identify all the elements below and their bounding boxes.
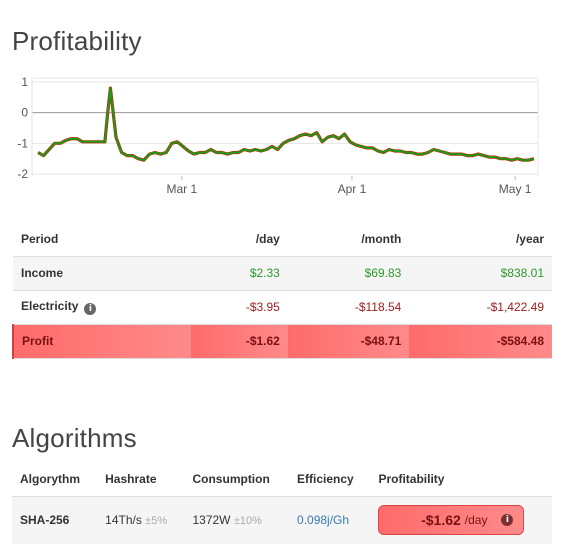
income-row: Income $2.33 $69.83 $838.01: [13, 256, 552, 291]
consumption-tolerance: ±10%: [233, 515, 262, 528]
electricity-year: -$1,422.49: [409, 290, 552, 325]
profit-day: -$1.62: [190, 324, 288, 359]
algorithms-title: Algorithms: [12, 423, 137, 453]
consumption-value: 1372W: [192, 513, 231, 528]
income-label: Income: [13, 256, 191, 291]
col-hashrate: Hashrate: [97, 462, 185, 497]
algorithm-row: SHA-256 14Th/s ±5% 1372W ±10% 0.098j/Gh …: [12, 496, 552, 544]
x-tick-label: Apr 1: [338, 182, 367, 196]
info-icon[interactable]: i: [84, 303, 97, 315]
info-icon[interactable]: i: [501, 514, 514, 527]
electricity-label-cell: Electricity i: [13, 290, 191, 325]
profit-row: Profit -$1.62 -$48.71 -$584.48: [12, 324, 552, 359]
efficiency-value: 0.098j/Gh: [289, 496, 371, 544]
series-line: [37, 87, 535, 162]
profitability-cell: -$1.62 /day i: [370, 496, 552, 544]
consumption-cell: 1372W ±10%: [184, 496, 290, 544]
hashrate-tolerance: ±5%: [145, 515, 168, 528]
electricity-month: -$118.54: [287, 290, 410, 325]
profit-month: -$48.71: [287, 324, 410, 359]
x-tick-label: May 1: [499, 182, 532, 196]
profitability-title: Profitability: [12, 26, 142, 56]
y-tick-label: 0: [21, 106, 28, 120]
income-day: $2.33: [190, 256, 288, 291]
profit-label: Profit: [12, 324, 191, 359]
hashrate-cell: 14Th/s ±5%: [97, 496, 185, 544]
electricity-row: Electricity i -$3.95 -$118.54 -$1,422.49: [13, 290, 552, 325]
x-tick-label: Mar 1: [166, 182, 197, 196]
y-tick-label: -2: [17, 167, 28, 181]
col-algorithm: Algorythm: [12, 462, 98, 497]
profitability-value: -$1.62: [421, 512, 461, 529]
electricity-label: Electricity: [21, 299, 79, 313]
col-profitability: Profitability: [370, 462, 552, 497]
profitability-table: Period /day /month /year Income $2.33 $6…: [12, 222, 552, 359]
col-period: Period: [13, 222, 191, 257]
hashrate-value: 14Th/s: [105, 513, 142, 528]
col-consumption: Consumption: [184, 462, 290, 497]
profitability-chart: 1 0 -1 -2 Mar 1 Apr 1 May 1: [17, 75, 539, 196]
col-day: /day: [190, 222, 288, 257]
profitability-badge[interactable]: -$1.62 /day i: [378, 505, 525, 536]
col-efficiency: Efficiency: [289, 462, 371, 497]
col-month: /month: [287, 222, 410, 257]
profitability-unit: /day: [464, 513, 488, 528]
col-year: /year: [409, 222, 552, 257]
income-year: $838.01: [409, 256, 552, 291]
profit-year: -$584.48: [409, 324, 552, 359]
y-tick-label: 1: [21, 75, 28, 89]
y-tick-label: -1: [17, 136, 28, 150]
algorithm-name: SHA-256: [12, 496, 98, 544]
income-month: $69.83: [287, 256, 410, 291]
electricity-day: -$3.95: [190, 290, 288, 325]
algorithms-table: Algorythm Hashrate Consumption Efficienc…: [12, 462, 552, 544]
